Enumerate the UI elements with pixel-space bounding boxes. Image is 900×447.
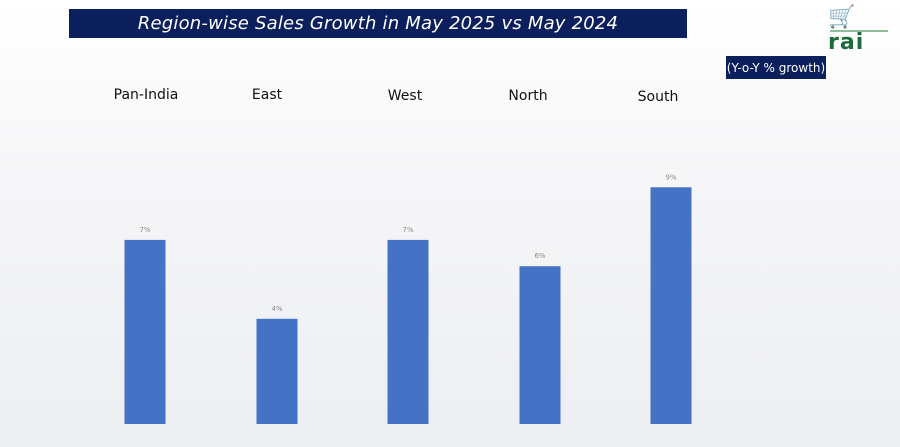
value-label-west: 7% — [402, 226, 413, 234]
unit-badge: (Y-o-Y % growth) — [726, 56, 826, 79]
logo-wordmark: 🛒rai — [828, 5, 888, 55]
bars-layer — [124, 187, 692, 424]
value-label-pan-india: 7% — [139, 226, 150, 234]
value-label-east: 4% — [271, 305, 282, 313]
rai-logo: 🛒rai — [828, 5, 888, 55]
category-label-east: East — [252, 87, 283, 103]
category-label-south: South — [638, 89, 679, 105]
shopping-cart-icon: 🛒 — [828, 5, 857, 30]
bar-west — [387, 239, 429, 424]
category-labels-layer: Pan-India East West North South — [114, 87, 679, 105]
chart-title: Region-wise Sales Growth in May 2025 vs … — [69, 9, 687, 38]
logo-underline — [830, 30, 888, 32]
category-label-north: North — [508, 88, 547, 104]
value-labels-layer: 7% 4% 7% 6% 9% — [139, 173, 676, 312]
category-label-west: West — [388, 88, 423, 104]
value-label-north: 6% — [534, 252, 545, 260]
bar-pan-india — [124, 239, 166, 424]
logo-text: rai — [828, 30, 865, 55]
bar-south — [650, 187, 692, 424]
bar-east — [256, 318, 298, 424]
value-label-south: 9% — [665, 173, 676, 181]
bar-north — [519, 266, 561, 424]
category-label-pan-india: Pan-India — [114, 87, 179, 103]
